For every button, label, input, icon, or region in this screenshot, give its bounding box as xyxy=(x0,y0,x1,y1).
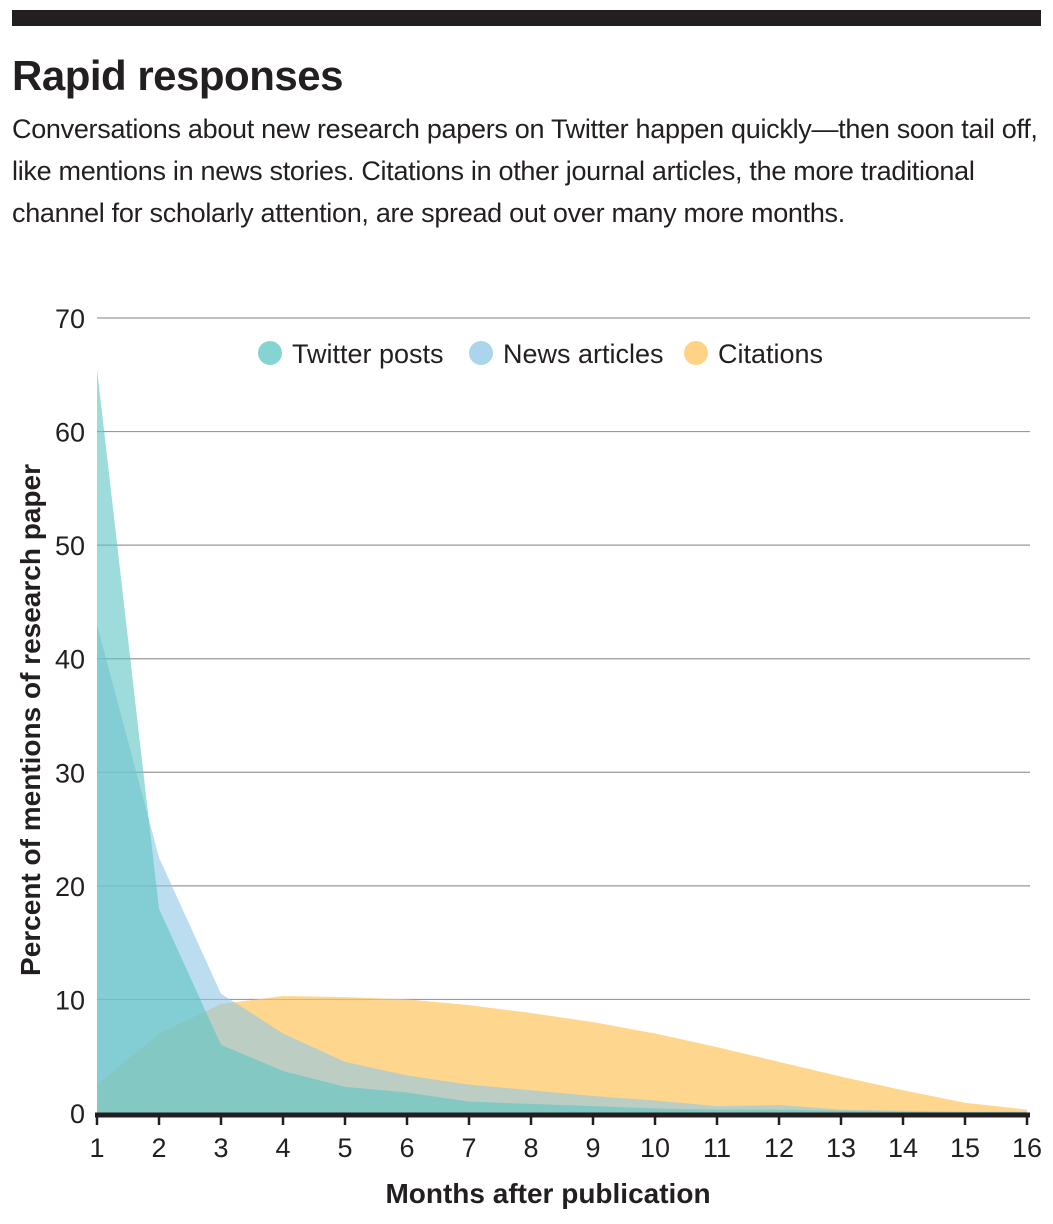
legend-label: Twitter posts xyxy=(292,339,444,369)
y-tick-label: 70 xyxy=(55,304,85,334)
y-tick-label: 50 xyxy=(55,531,85,561)
legend-swatch xyxy=(469,341,493,365)
chart-subtitle: Conversations about new research papers … xyxy=(12,114,1038,228)
area-twitter-posts xyxy=(97,369,1027,1113)
x-tick-label: 7 xyxy=(461,1133,476,1163)
x-tick-label: 11 xyxy=(703,1133,731,1163)
x-tick-label: 3 xyxy=(213,1133,228,1163)
x-tick-label: 14 xyxy=(888,1133,918,1163)
y-tick-label: 60 xyxy=(55,418,85,448)
x-tick-label: 9 xyxy=(585,1133,600,1163)
legend-swatch xyxy=(258,341,282,365)
x-tick-label: 13 xyxy=(826,1133,856,1163)
legend-swatch xyxy=(684,341,708,365)
y-tick-label: 20 xyxy=(55,872,85,902)
legend-label: Citations xyxy=(718,339,823,369)
x-tick-label: 10 xyxy=(640,1133,670,1163)
x-tick-label: 15 xyxy=(950,1133,980,1163)
x-tick-label: 12 xyxy=(764,1133,794,1163)
x-tick-label: 4 xyxy=(275,1133,290,1163)
chart-title: Rapid responses xyxy=(12,52,343,99)
y-tick-label: 40 xyxy=(55,645,85,675)
x-tick-label: 2 xyxy=(151,1133,166,1163)
x-tick-label: 5 xyxy=(337,1133,352,1163)
y-tick-label: 0 xyxy=(70,1099,85,1129)
x-tick-label: 16 xyxy=(1012,1133,1042,1163)
y-axis-label: Percent of mentions of research paper xyxy=(15,464,46,976)
x-tick-label: 1 xyxy=(89,1133,104,1163)
x-axis-label: Months after publication xyxy=(385,1178,710,1209)
top-rule xyxy=(12,10,1041,26)
y-tick-label: 30 xyxy=(55,758,85,788)
legend-label: News articles xyxy=(503,339,664,369)
x-tick-label: 6 xyxy=(399,1133,414,1163)
y-tick-label: 10 xyxy=(55,985,85,1015)
x-tick-label: 8 xyxy=(523,1133,538,1163)
